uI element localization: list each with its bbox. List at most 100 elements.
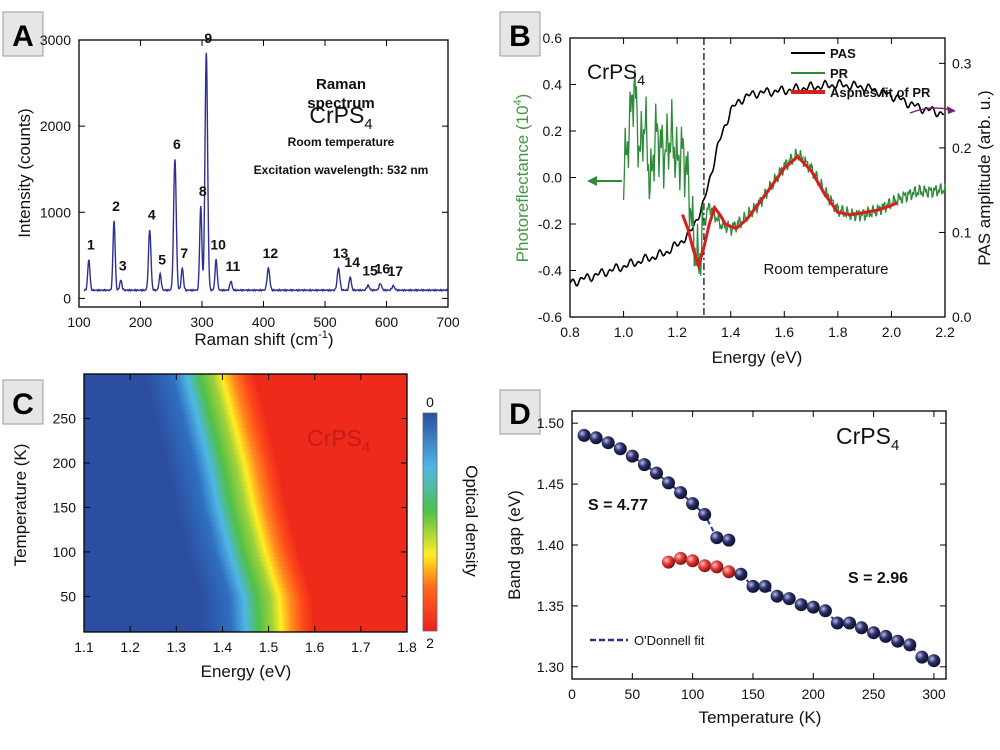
bandgap-point-high-T-10 <box>855 621 868 635</box>
panel-a-label: A <box>12 20 34 53</box>
d-xtick-label-6: 300 <box>922 686 946 702</box>
raman-peak-label-17: 17 <box>387 263 403 279</box>
pr-axis-arrow <box>587 176 622 186</box>
c-xtick-label-7: 1.8 <box>397 639 417 655</box>
d-xtick-label-0: 0 <box>568 686 576 702</box>
b-ytick-left-label-6: 0.6 <box>543 30 563 46</box>
compound-label-d-base: CrPS <box>836 423 891 449</box>
axes-c <box>83 373 408 633</box>
heatmap-row-50 <box>84 405 407 411</box>
legend-b: PAS PR Aspnes fit of PR <box>791 46 931 100</box>
axis-c-ylabel: Temperature (K) <box>11 444 30 567</box>
bandgap-point-overlap-3 <box>698 559 712 573</box>
axis-b-xlabel: Energy (eV) <box>712 348 803 367</box>
axis-a-xlabel-sup: -1 <box>318 329 328 341</box>
c-xtick-label-3: 1.4 <box>213 639 233 655</box>
heatmap-row-48 <box>84 414 407 420</box>
compound-label-c-sub: 4 <box>362 439 370 456</box>
b-xtick-label-2: 1.2 <box>667 324 687 340</box>
compound-label-b-base: CrPS <box>587 61 637 84</box>
axis-d-ylabel: Band gap (eV) <box>505 490 524 600</box>
heatmap-row-22 <box>84 529 407 535</box>
axis-b-ylabel-left-end: ) <box>513 94 532 100</box>
pas-arrow-shaft <box>909 107 953 114</box>
raman-peak-label-15: 15 <box>362 262 378 278</box>
legend-fit-label: Aspnes fit of PR <box>830 85 931 100</box>
b-xtick-label-0: 0.8 <box>560 324 580 340</box>
panel-b-label: B <box>509 20 531 53</box>
bandgap-point-low-T-12 <box>722 533 736 547</box>
raman-peak-label-5: 5 <box>158 251 166 267</box>
heatmap-row-17 <box>84 551 407 557</box>
d-xtick-label-2: 100 <box>681 686 705 702</box>
raman-peak-label-11: 11 <box>225 258 240 274</box>
a-ytick-label-2: 2000 <box>40 118 71 134</box>
axis-b-ylabel-left-sup: 4 <box>512 99 524 105</box>
raman-peak-label-4: 4 <box>148 206 156 222</box>
b-xtick-label-4: 1.6 <box>775 324 795 340</box>
raman-peak-label-13: 13 <box>333 245 349 261</box>
heatmap-row-55 <box>84 382 407 388</box>
bandgap-point-high-T-6 <box>806 600 820 614</box>
heatmap-row-52 <box>84 396 407 402</box>
heatmap-row-54 <box>84 387 407 393</box>
bandgap-point-high-T-0 <box>734 567 748 581</box>
compound-label-a-sub: 4 <box>364 116 372 133</box>
heatmap-row-51 <box>84 400 407 406</box>
bandgap-point-high-T-1 <box>746 579 760 593</box>
bandgap-point-low-T-6 <box>650 466 663 480</box>
bandgap-point-low-T-2 <box>601 436 615 450</box>
bandgap-point-high-T-3 <box>770 589 784 603</box>
heatmap-row-21 <box>84 534 407 540</box>
heatmap-row-35 <box>84 471 407 477</box>
bandgap-point-high-T-16 <box>927 654 941 668</box>
bandgap-point-overlap-0 <box>662 555 675 569</box>
axis-d-xlabel: Temperature (K) <box>699 708 822 727</box>
d-ytick-label-4: 1.50 <box>537 415 564 431</box>
a-xtick-label-3: 400 <box>252 314 276 330</box>
heatmap-row-34 <box>84 476 407 482</box>
heatmap-row-26 <box>84 511 407 517</box>
heatmap-row-3 <box>84 614 407 620</box>
a-xtick-label-4: 500 <box>313 314 337 330</box>
a-xtick-label-6: 700 <box>436 314 460 330</box>
panel-d-badge: D <box>499 389 541 435</box>
panel-d-label: D <box>509 398 531 431</box>
d-xtick-label-3: 150 <box>741 686 765 702</box>
b-ytick-right-label-1: 0.1 <box>952 224 972 240</box>
axis-a-xlabel-end: ) <box>328 330 334 349</box>
c-ytick-label-4: 250 <box>53 410 77 426</box>
b-xtick-label-5: 1.8 <box>828 324 848 340</box>
d-ytick-label-1: 1.35 <box>537 598 564 614</box>
raman-peak-label-9: 9 <box>204 30 212 46</box>
optical-density-heatmap <box>84 374 407 632</box>
bandgap-point-overlap-2 <box>686 554 700 568</box>
raman-title-line2: spectrum <box>307 95 375 112</box>
panel-a-badge: A <box>2 11 44 57</box>
heatmap-row-24 <box>84 520 407 526</box>
heatmap-row-36 <box>84 467 407 473</box>
raman-peak-label-12: 12 <box>263 245 279 261</box>
bandgap-point-low-T-11 <box>710 531 724 545</box>
panel-c-label: C <box>12 388 34 421</box>
heatmap-row-43 <box>84 436 407 442</box>
bandgap-point-high-T-5 <box>794 598 808 612</box>
heatmap-row-15 <box>84 560 407 566</box>
pr-room-temperature-note: Room temperature <box>763 261 888 278</box>
raman-peak-label-14: 14 <box>344 254 360 270</box>
heatmap-row-56 <box>84 378 407 384</box>
a-xtick-label-1: 200 <box>129 314 153 330</box>
heatmap-row-20 <box>84 538 407 544</box>
heatmap-row-57 <box>84 374 407 380</box>
compound-label-c-base: CrPS <box>307 425 362 451</box>
heatmap-row-29 <box>84 498 407 504</box>
heatmap-row-30 <box>84 494 407 500</box>
heatmap-row-42 <box>84 440 407 446</box>
b-ytick-left-label-2: -0.2 <box>538 216 562 232</box>
b-ytick-right-label-0: 0.0 <box>952 309 972 325</box>
heatmap-row-6 <box>84 600 407 606</box>
c-xtick-label-2: 1.3 <box>167 639 187 655</box>
bandgap-point-high-T-11 <box>867 626 881 640</box>
b-ytick-right-label-3: 0.3 <box>952 55 972 71</box>
